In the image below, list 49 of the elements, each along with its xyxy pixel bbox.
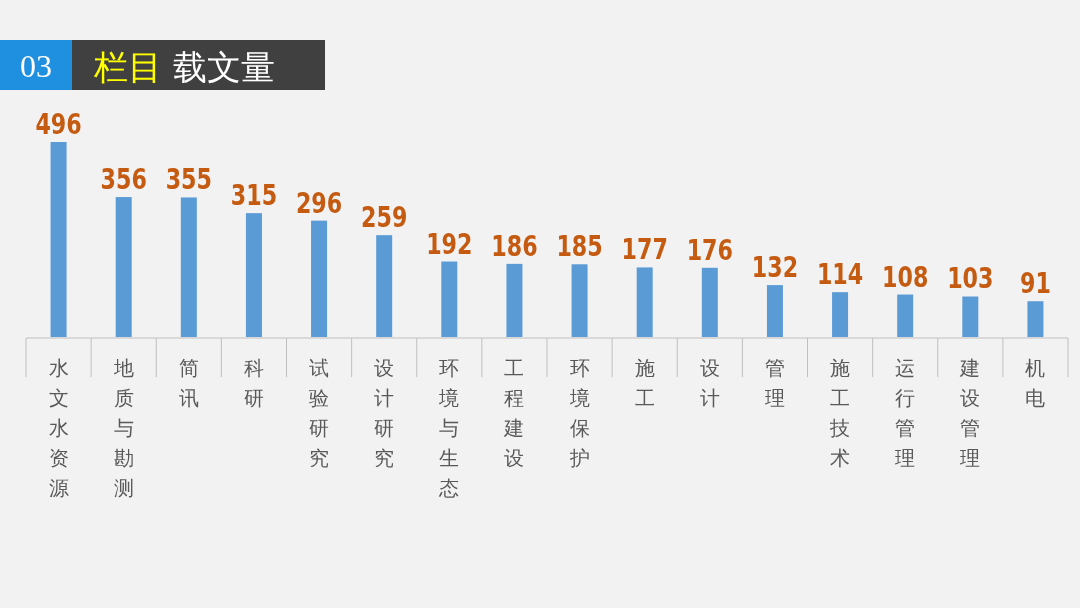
data-label: 315: [230, 178, 278, 212]
bar: [832, 292, 849, 337]
x-tick-label: 管理: [764, 356, 785, 410]
data-label: 132: [751, 250, 799, 284]
data-label: 259: [361, 200, 408, 234]
bar: [376, 235, 393, 337]
x-tick-label: 设计研究: [374, 356, 395, 470]
data-label: 103: [947, 261, 994, 295]
x-tick-label: 地质与勘测: [112, 356, 134, 500]
data-label: 185: [556, 229, 603, 263]
bar: [50, 142, 67, 337]
data-label: 176: [686, 232, 733, 267]
bar: [636, 267, 653, 337]
bar: [311, 220, 328, 337]
x-tick-label: 环境保护: [568, 356, 590, 470]
data-label: 186: [491, 228, 538, 263]
bar: [441, 261, 458, 337]
bar: [766, 285, 783, 337]
bar: [180, 197, 197, 337]
data-label: 355: [165, 162, 212, 196]
bar: [506, 263, 523, 337]
x-tick-label: 设计: [699, 356, 720, 410]
bar: [1027, 301, 1044, 337]
x-tick-label: 水文水资源: [48, 356, 69, 500]
x-tick-label: 试验研究: [309, 356, 330, 470]
x-tick-label: 简讯: [178, 356, 199, 410]
data-label: 177: [621, 232, 668, 266]
bar: [245, 213, 262, 337]
x-tick-label: 建设管理: [959, 356, 981, 470]
x-tick-label: 科研: [243, 356, 264, 410]
x-tick-label: 环境与生态: [438, 356, 460, 500]
bar: [962, 296, 979, 337]
data-label: 296: [295, 185, 343, 220]
bar: [897, 294, 914, 337]
bar: [701, 267, 718, 337]
x-tick-label: 工程建设: [503, 356, 525, 470]
bar: [571, 264, 588, 337]
x-tick-label: 施工技术: [829, 356, 851, 470]
bar: [115, 197, 132, 337]
data-label: 496: [35, 107, 82, 141]
x-tick-label: 机电: [1025, 356, 1046, 410]
data-label: 114: [816, 257, 864, 291]
data-label: 91: [1020, 266, 1051, 300]
x-tick-label: 施工: [634, 356, 655, 410]
data-label: 192: [426, 226, 473, 260]
data-label: 356: [100, 162, 147, 196]
data-label: 108: [882, 259, 929, 294]
x-tick-label: 运行管理: [895, 356, 916, 470]
title: 03 栏目 载文量: [0, 40, 325, 90]
